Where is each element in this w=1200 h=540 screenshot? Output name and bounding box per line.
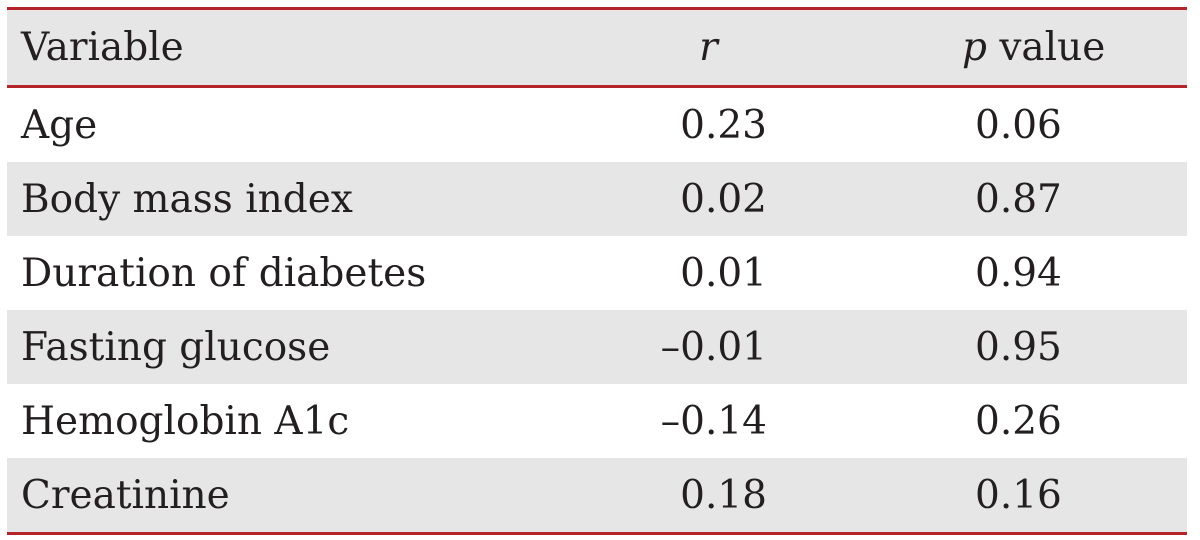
r-cell: 0.02 bbox=[680, 176, 767, 222]
header-variable: Variable bbox=[21, 25, 184, 70]
header-p-value: p value bbox=[767, 25, 1187, 70]
table-row: Fasting glucose –0.01 0.95 bbox=[7, 310, 1187, 384]
p-value-cell: 0.87 bbox=[975, 176, 1062, 222]
variable-cell: Age bbox=[21, 102, 98, 148]
variable-cell: Creatinine bbox=[21, 472, 230, 518]
p-value-cell: 0.16 bbox=[975, 472, 1062, 518]
variable-cell: Duration of diabetes bbox=[21, 250, 427, 296]
p-value-cell: 0.26 bbox=[975, 398, 1062, 444]
table-row: Body mass index 0.02 0.87 bbox=[7, 162, 1187, 236]
header-p-italic: p bbox=[962, 25, 987, 70]
variable-cell: Body mass index bbox=[21, 176, 353, 222]
variable-cell: Fasting glucose bbox=[21, 324, 331, 370]
table-row: Age 0.23 0.06 bbox=[7, 88, 1187, 162]
p-value-cell: 0.94 bbox=[975, 250, 1062, 296]
table-row: Duration of diabetes 0.01 0.94 bbox=[7, 236, 1187, 310]
header-r: r bbox=[699, 25, 718, 70]
header-p-rest: value bbox=[986, 25, 1106, 70]
r-cell: –0.14 bbox=[660, 398, 767, 444]
table-row: Creatinine 0.18 0.16 bbox=[7, 458, 1187, 532]
r-cell: –0.01 bbox=[660, 324, 767, 370]
r-cell: 0.18 bbox=[680, 472, 767, 518]
r-cell: 0.01 bbox=[680, 250, 767, 296]
table-row: Hemoglobin A1c –0.14 0.26 bbox=[7, 384, 1187, 458]
table-header-row: Variable r p value bbox=[7, 10, 1187, 88]
r-cell: 0.23 bbox=[680, 102, 767, 148]
variable-cell: Hemoglobin A1c bbox=[21, 398, 350, 444]
p-value-cell: 0.06 bbox=[975, 102, 1062, 148]
correlation-table: Variable r p value Age 0.23 0.06 Body ma… bbox=[7, 7, 1187, 535]
p-value-cell: 0.95 bbox=[975, 324, 1062, 370]
